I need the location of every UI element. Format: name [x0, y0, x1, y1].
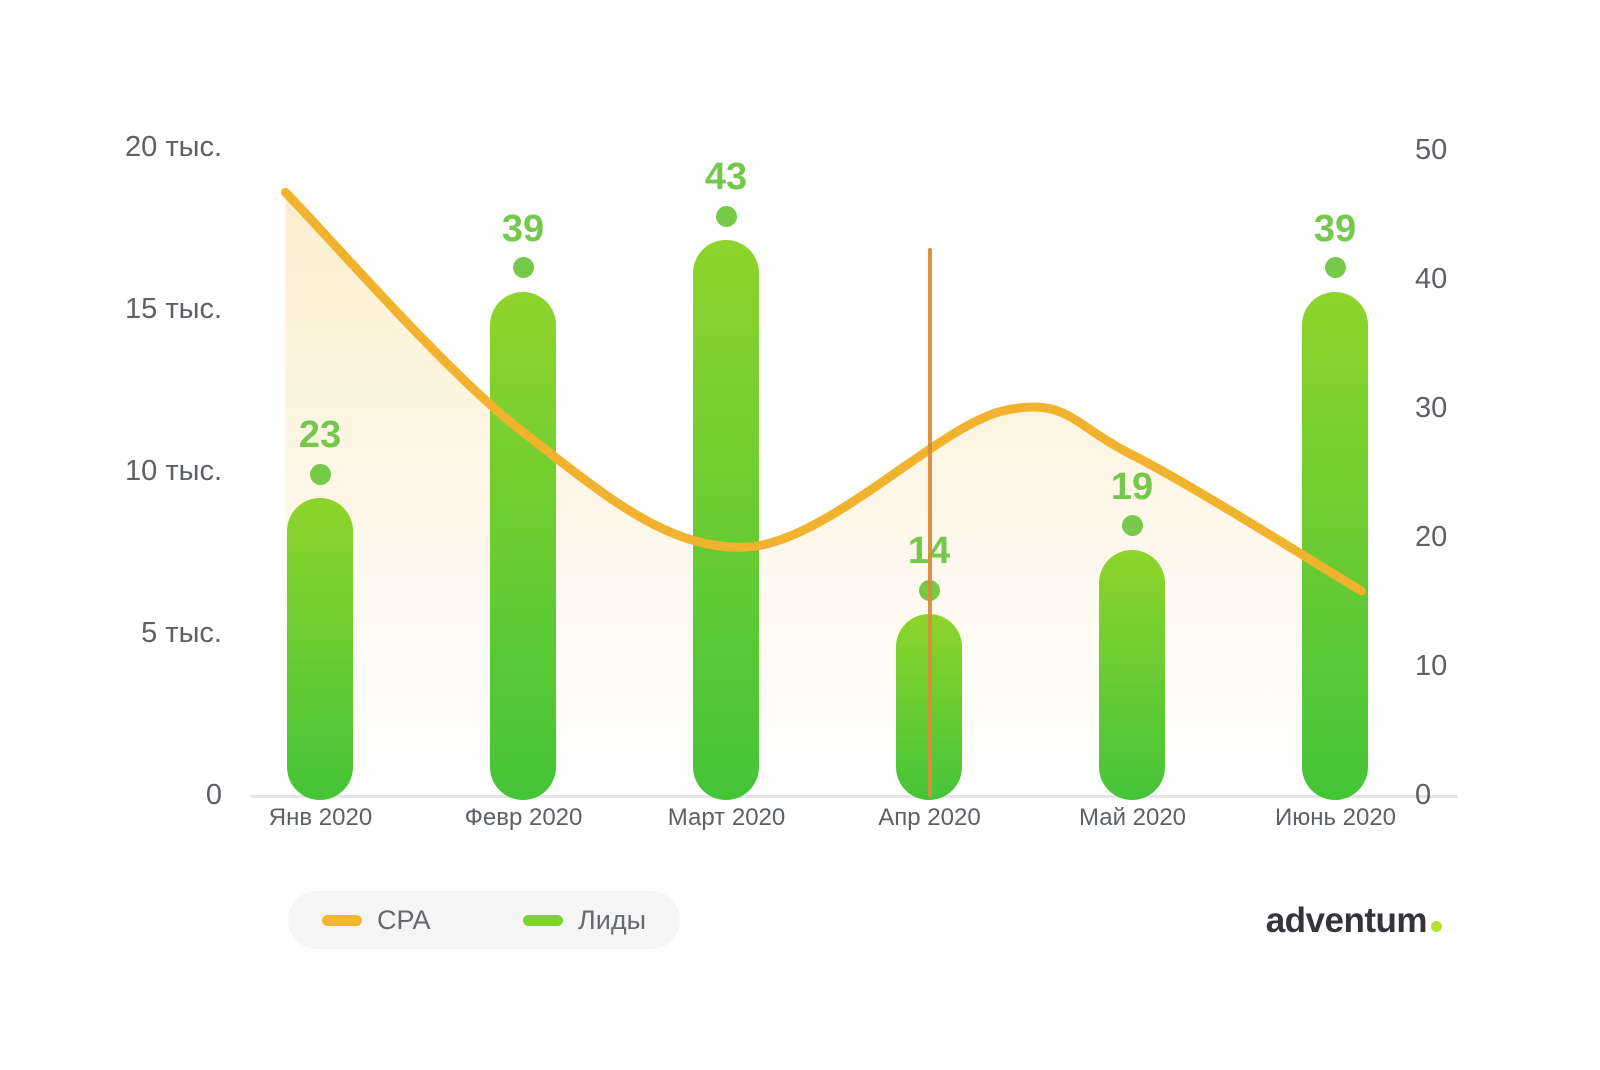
right-axis-tick: 50	[1415, 134, 1448, 166]
leads-point-marker	[1121, 515, 1143, 537]
vertical-marker-line	[928, 248, 932, 797]
x-axis-label: Янв 2020	[268, 804, 373, 831]
left-axis-tick: 20 тыс.	[125, 131, 222, 163]
x-axis-label: Июнь 2020	[1274, 804, 1397, 831]
legend-label-cpa: CPA	[377, 904, 431, 935]
bar-leads	[1099, 549, 1165, 800]
bar-leads	[1302, 291, 1368, 800]
legend: CPA Лиды	[288, 891, 680, 949]
brand-logo: adventum	[1266, 901, 1442, 941]
bar-leads	[490, 291, 556, 800]
bar-leads	[287, 498, 353, 800]
brand-logo-text: adventum	[1265, 901, 1428, 940]
brand-logo-dot-icon	[1431, 921, 1442, 932]
leads-value-label: 23	[298, 414, 342, 457]
left-axis-tick: 0	[205, 779, 222, 811]
x-axis-label: Апр 2020	[878, 804, 981, 831]
left-axis-tick: 15 тыс.	[125, 293, 222, 325]
leads-value-label: 43	[704, 156, 748, 199]
x-axis-label: Март 2020	[667, 804, 786, 831]
x-axis-line	[250, 795, 1458, 798]
leads-point-marker	[512, 257, 534, 279]
left-axis-tick: 5 тыс.	[141, 617, 222, 649]
right-axis-tick: 20	[1415, 521, 1448, 553]
leads-value-label: 39	[1313, 207, 1357, 250]
right-axis-tick: 30	[1415, 392, 1448, 424]
x-axis-label: Февр 2020	[464, 804, 583, 831]
legend-label-leads: Лиды	[578, 904, 646, 935]
legend-swatch-cpa	[322, 914, 362, 926]
left-axis-tick: 10 тыс.	[125, 455, 222, 487]
right-axis-tick: 10	[1415, 650, 1448, 682]
leads-point-marker	[1324, 257, 1346, 279]
x-axis-label: Май 2020	[1078, 804, 1187, 831]
legend-swatch-leads	[523, 914, 564, 926]
right-axis-tick: 0	[1415, 779, 1432, 811]
bar-leads	[693, 240, 759, 800]
leads-value-label: 39	[501, 207, 545, 250]
leads-value-label: 19	[1110, 465, 1154, 508]
leads-point-marker	[309, 463, 331, 485]
leads-point-marker	[715, 205, 737, 227]
right-axis-tick: 40	[1415, 263, 1448, 295]
